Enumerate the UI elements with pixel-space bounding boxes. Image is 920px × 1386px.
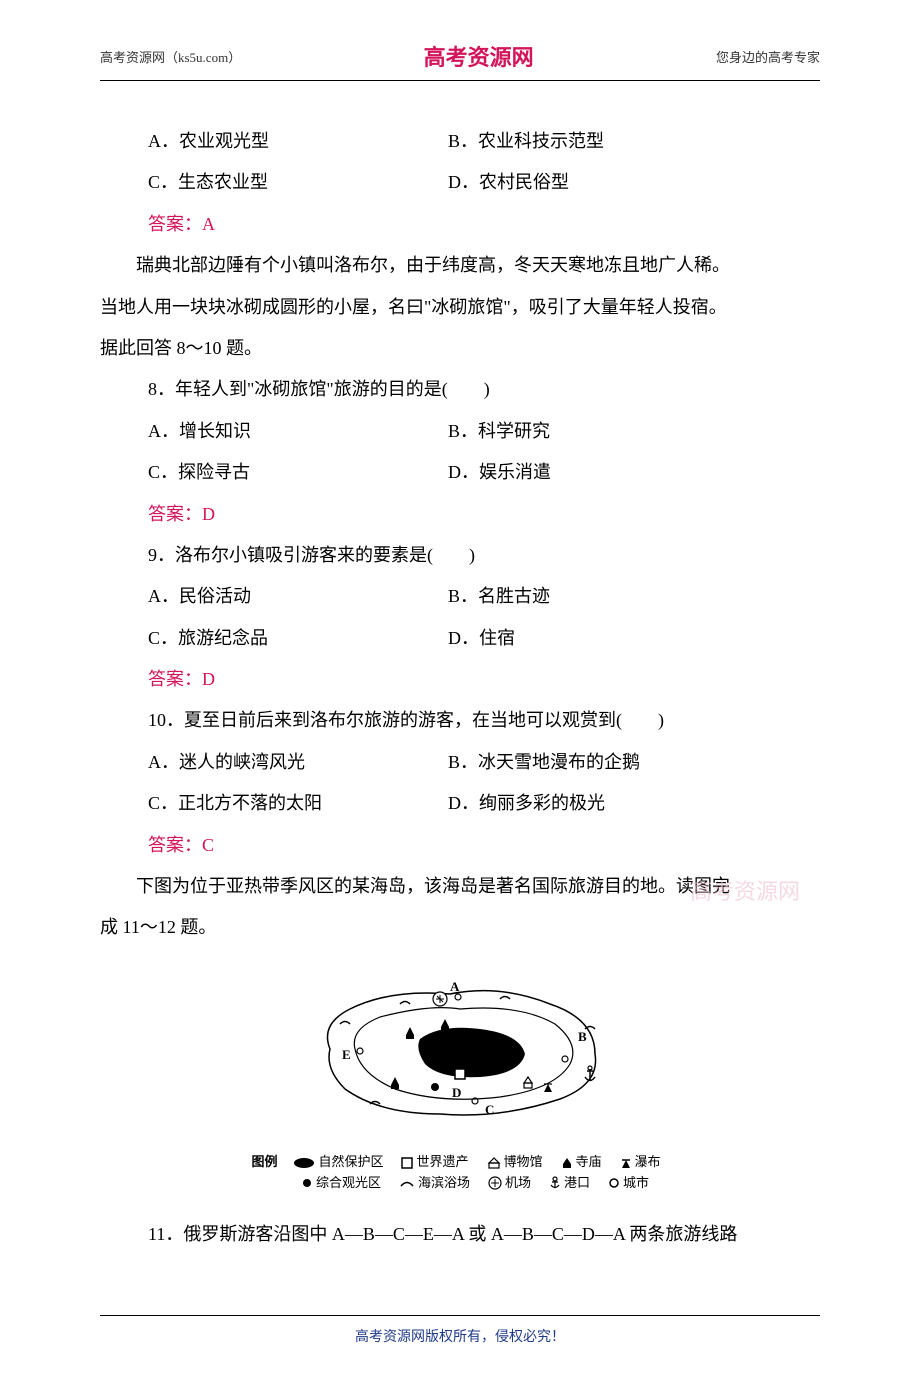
q9-stem: 9．洛布尔小镇吸引游客来的要素是( ) bbox=[100, 535, 820, 576]
q8-option-d: D．娱乐消遣 bbox=[448, 452, 820, 493]
legend-museum: 博物馆 bbox=[487, 1152, 543, 1173]
document-body: A．农业观光型 B．农业科技示范型 C．生态农业型 D．农村民俗型 答案：A 瑞… bbox=[100, 121, 820, 1255]
header-center-logo: 高考资源网 bbox=[424, 40, 534, 72]
header-left: 高考资源网（ks5u.com） bbox=[100, 47, 241, 66]
q9-option-c: C．旅游纪念品 bbox=[148, 618, 448, 659]
q10-options-row2: C．正北方不落的太阳 D．绚丽多彩的极光 bbox=[100, 783, 820, 824]
q10-stem: 10．夏至日前后来到洛布尔旅游的游客，在当地可以观赏到( ) bbox=[100, 700, 820, 741]
q9-option-a: A．民俗活动 bbox=[148, 576, 448, 617]
q7-option-d: D．农村民俗型 bbox=[448, 162, 820, 203]
passage11-12-line2: 成 11～12 题。 高考资源网 bbox=[100, 907, 820, 948]
q7-option-c: C．生态农业型 bbox=[148, 162, 448, 203]
passage8-10-line2: 当地人用一块块冰砌成圆形的小屋，名曰"冰砌旅馆"，吸引了大量年轻人投宿。 bbox=[100, 287, 820, 328]
header-right: 您身边的高考专家 bbox=[716, 47, 820, 66]
legend-sightseeing: 综合观光区 bbox=[301, 1173, 381, 1194]
passage8-10-line3: 据此回答 8～10 题。 bbox=[100, 328, 820, 369]
q8-options-row1: A．增长知识 B．科学研究 bbox=[100, 411, 820, 452]
page-footer: 高考资源网版权所有，侵权必究！ bbox=[100, 1315, 820, 1346]
legend-heritage: 世界遗产 bbox=[401, 1152, 468, 1173]
q7-options-row2: C．生态农业型 D．农村民俗型 bbox=[100, 162, 820, 203]
legend-waterfall: 瀑布 bbox=[620, 1152, 661, 1173]
legend-port: 港口 bbox=[549, 1173, 590, 1194]
map-label-c: C bbox=[485, 1102, 494, 1117]
q9-answer: 答案：D bbox=[100, 659, 820, 700]
map-label-d: D bbox=[452, 1085, 461, 1100]
legend-nature: 自然保护区 bbox=[293, 1152, 383, 1173]
q9-option-d: D．住宿 bbox=[448, 618, 820, 659]
q8-option-b: B．科学研究 bbox=[448, 411, 820, 452]
map-label-b: B bbox=[578, 1029, 587, 1044]
map-legend: 图例 自然保护区 世界遗产 博物馆 寺庙 bbox=[100, 1152, 820, 1194]
passage8-10-line1: 瑞典北部边陲有个小镇叫洛布尔，由于纬度高，冬天天寒地冻且地广人稀。 bbox=[100, 245, 820, 286]
page-header: 高考资源网（ks5u.com） 高考资源网 您身边的高考专家 bbox=[100, 40, 820, 81]
q10-option-b: B．冰天雪地漫布的企鹅 bbox=[448, 742, 820, 783]
q7-options-row1: A．农业观光型 B．农业科技示范型 bbox=[100, 121, 820, 162]
map-label-e: E bbox=[342, 1047, 351, 1062]
q10-option-d: D．绚丽多彩的极光 bbox=[448, 783, 820, 824]
q10-option-c: C．正北方不落的太阳 bbox=[148, 783, 448, 824]
map-label-a: A bbox=[450, 979, 460, 994]
passage11-12-line2-text: 成 11～12 题。 bbox=[100, 917, 216, 937]
q8-option-c: C．探险寻古 bbox=[148, 452, 448, 493]
q7-option-a: A．农业观光型 bbox=[148, 121, 448, 162]
q9-option-b: B．名胜古迹 bbox=[448, 576, 820, 617]
island-map-figure: A B C D E bbox=[100, 969, 820, 1194]
legend-temple: 寺庙 bbox=[561, 1152, 602, 1173]
legend-beach: 海滨浴场 bbox=[399, 1173, 470, 1194]
legend-airport: 机场 bbox=[488, 1173, 531, 1194]
q7-answer: 答案：A bbox=[100, 204, 820, 245]
island-map-svg: A B C D E bbox=[300, 969, 620, 1129]
watermark: 高考资源网 bbox=[690, 867, 800, 918]
q10-options-row1: A．迷人的峡湾风光 B．冰天雪地漫布的企鹅 bbox=[100, 742, 820, 783]
q9-options-row2: C．旅游纪念品 D．住宿 bbox=[100, 618, 820, 659]
legend-label: 图例 bbox=[251, 1152, 277, 1173]
q8-stem: 8．年轻人到"冰砌旅馆"旅游的目的是( ) bbox=[100, 369, 820, 410]
q7-option-b: B．农业科技示范型 bbox=[448, 121, 820, 162]
q10-answer: 答案：C bbox=[100, 825, 820, 866]
q8-answer: 答案：D bbox=[100, 494, 820, 535]
q8-option-a: A．增长知识 bbox=[148, 411, 448, 452]
q10-option-a: A．迷人的峡湾风光 bbox=[148, 742, 448, 783]
q9-options-row1: A．民俗活动 B．名胜古迹 bbox=[100, 576, 820, 617]
q11-stem: 11．俄罗斯游客沿图中 A—B—C—E—A 或 A—B—C—D—A 两条旅游线路 bbox=[100, 1214, 820, 1255]
q8-options-row2: C．探险寻古 D．娱乐消遣 bbox=[100, 452, 820, 493]
legend-city: 城市 bbox=[608, 1173, 649, 1194]
